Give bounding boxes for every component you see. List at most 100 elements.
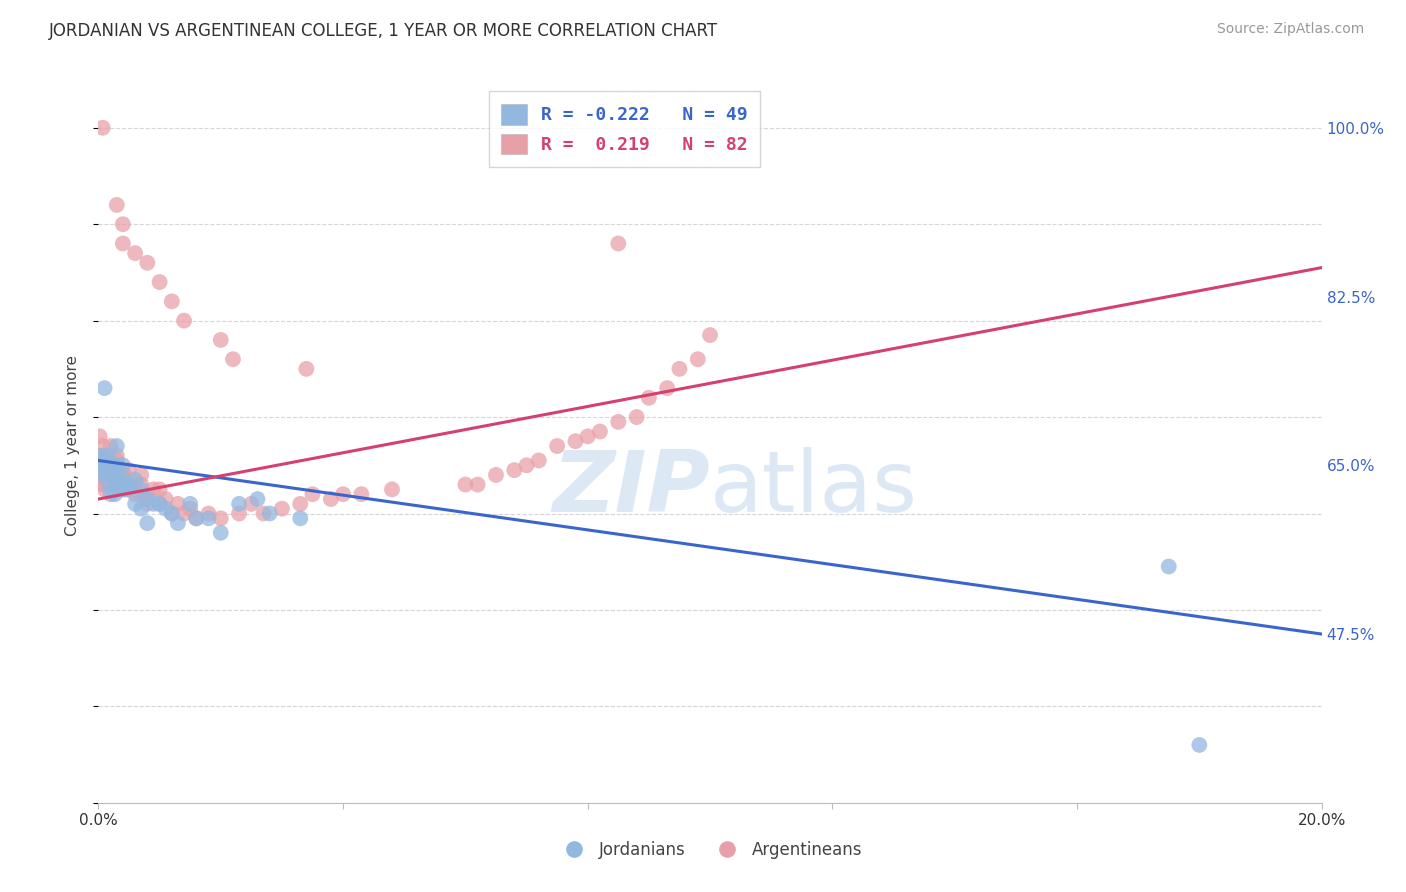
- Point: [124, 477, 146, 491]
- Point: [105, 477, 128, 491]
- Point: [96, 467, 118, 482]
- Point: [179, 501, 201, 516]
- Legend: Jordanians, Argentineans: Jordanians, Argentineans: [551, 835, 869, 866]
- Point: [111, 217, 134, 231]
- Point: [100, 487, 122, 501]
- Point: [97, 467, 120, 482]
- Point: [699, 328, 721, 343]
- Point: [209, 525, 232, 540]
- Point: [142, 483, 165, 497]
- Point: [101, 477, 124, 491]
- Point: [111, 458, 134, 473]
- Point: [228, 497, 250, 511]
- Point: [105, 449, 128, 463]
- Point: [100, 453, 122, 467]
- Point: [149, 275, 172, 289]
- Point: [607, 236, 630, 251]
- Point: [94, 467, 117, 482]
- Point: [167, 497, 190, 511]
- Point: [228, 507, 250, 521]
- Text: Source: ZipAtlas.com: Source: ZipAtlas.com: [1216, 22, 1364, 37]
- Point: [607, 415, 630, 429]
- Point: [97, 477, 120, 491]
- Point: [160, 294, 183, 309]
- Point: [90, 453, 112, 467]
- Point: [124, 497, 146, 511]
- Point: [589, 425, 612, 439]
- Point: [93, 381, 115, 395]
- Point: [259, 507, 281, 521]
- Point: [91, 458, 114, 473]
- Point: [149, 497, 172, 511]
- Point: [527, 453, 550, 467]
- Point: [91, 120, 114, 135]
- Point: [246, 491, 269, 506]
- Point: [91, 439, 114, 453]
- Point: [129, 477, 152, 491]
- Point: [467, 477, 489, 491]
- Point: [270, 501, 292, 516]
- Point: [101, 458, 124, 473]
- Point: [89, 429, 111, 443]
- Point: [91, 467, 114, 482]
- Point: [103, 467, 125, 482]
- Point: [657, 381, 679, 395]
- Point: [93, 483, 115, 497]
- Point: [576, 429, 599, 443]
- Point: [89, 458, 111, 473]
- Point: [381, 483, 404, 497]
- Point: [564, 434, 586, 449]
- Point: [111, 477, 134, 491]
- Point: [111, 467, 134, 482]
- Text: JORDANIAN VS ARGENTINEAN COLLEGE, 1 YEAR OR MORE CORRELATION CHART: JORDANIAN VS ARGENTINEAN COLLEGE, 1 YEAR…: [49, 22, 718, 40]
- Point: [160, 507, 183, 521]
- Point: [136, 491, 159, 506]
- Point: [91, 449, 114, 463]
- Point: [93, 458, 115, 473]
- Point: [104, 483, 127, 497]
- Point: [503, 463, 526, 477]
- Point: [136, 516, 159, 530]
- Point: [107, 467, 129, 482]
- Point: [105, 439, 128, 453]
- Point: [454, 477, 477, 491]
- Point: [105, 458, 128, 473]
- Point: [100, 458, 122, 473]
- Point: [129, 467, 152, 482]
- Point: [118, 477, 141, 491]
- Point: [668, 362, 690, 376]
- Point: [1157, 559, 1180, 574]
- Point: [290, 497, 312, 511]
- Point: [155, 501, 177, 516]
- Point: [103, 467, 125, 482]
- Point: [149, 483, 172, 497]
- Point: [626, 410, 648, 425]
- Point: [516, 458, 538, 473]
- Point: [100, 439, 122, 453]
- Point: [112, 477, 135, 491]
- Point: [686, 352, 709, 367]
- Point: [485, 467, 508, 482]
- Point: [100, 463, 122, 477]
- Point: [350, 487, 373, 501]
- Point: [115, 483, 138, 497]
- Point: [1188, 738, 1211, 752]
- Y-axis label: College, 1 year or more: College, 1 year or more: [65, 356, 80, 536]
- Point: [129, 501, 152, 516]
- Point: [107, 473, 129, 487]
- Point: [111, 483, 134, 497]
- Point: [107, 458, 129, 473]
- Point: [111, 483, 134, 497]
- Point: [108, 477, 131, 491]
- Point: [96, 473, 118, 487]
- Point: [136, 487, 159, 501]
- Point: [240, 497, 263, 511]
- Point: [136, 497, 159, 511]
- Point: [222, 352, 245, 367]
- Point: [160, 507, 183, 521]
- Point: [129, 487, 152, 501]
- Point: [290, 511, 312, 525]
- Point: [319, 491, 342, 506]
- Point: [173, 507, 195, 521]
- Point: [97, 458, 120, 473]
